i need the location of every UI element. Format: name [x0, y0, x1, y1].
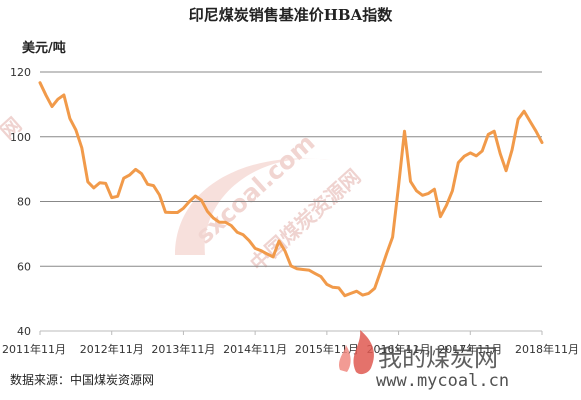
y-tick-label: 60: [17, 260, 31, 273]
y-axis: 40 60 80 100 120: [10, 66, 31, 338]
flame-icon-inner: [338, 345, 351, 372]
x-tick-label: 2011年11月: [2, 342, 66, 356]
x-tick-label: 2018年11月: [515, 342, 579, 356]
y-tick-label: 80: [17, 196, 31, 209]
chart-title: 印尼煤炭销售基准价HBA指数: [188, 6, 393, 24]
flame-icon: [353, 330, 374, 375]
x-tick-label: 2012年11月: [80, 342, 144, 356]
x-tick-label: 2017年11月: [438, 342, 502, 356]
brand-url: www.mycoal.cn: [376, 371, 509, 391]
source-label: 数据来源：中国煤炭资源网: [10, 373, 155, 387]
x-tick-label: 2013年11月: [151, 342, 215, 356]
grid: [40, 71, 542, 332]
series-line-hba: [38, 81, 544, 298]
y-tick-label: 120: [10, 66, 31, 79]
x-axis: 2011年11月 2012年11月 2013年11月 2014年11月 2015年11月…: [2, 331, 579, 356]
y-tick-label: 100: [10, 131, 31, 144]
y-unit-label: 美元/吨: [22, 41, 66, 56]
y-tick-label: 40: [17, 325, 31, 338]
brand-text: 我的煤炭网: [378, 344, 498, 372]
x-tick-label: 2014年11月: [223, 342, 287, 356]
x-tick-label: 2015年11月: [295, 342, 359, 356]
brand-logo: 我的煤炭网 www.mycoal.cn: [338, 330, 509, 391]
x-tick-label: 2016年11月: [367, 342, 431, 356]
series-layer: [38, 81, 544, 298]
